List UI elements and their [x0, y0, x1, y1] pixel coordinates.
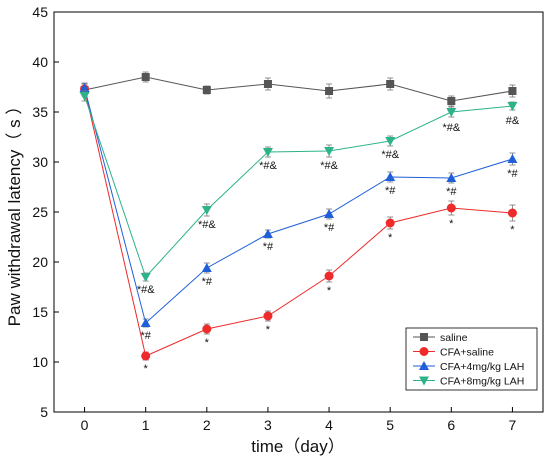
x-tick-label: 4	[325, 417, 333, 433]
data-point	[263, 311, 273, 321]
data-point	[202, 324, 212, 334]
data-point	[507, 208, 517, 218]
data-point	[325, 87, 334, 95]
significance-label: *	[449, 218, 454, 230]
series-cfa-8mg-kg-lah	[79, 90, 518, 282]
legend-label: CFA+4mg/kg LAH	[440, 361, 524, 373]
significance-label: *#	[263, 241, 274, 253]
series-line	[84, 76, 513, 102]
series-layer	[79, 71, 518, 361]
x-tick-label: 7	[509, 417, 517, 433]
data-point	[263, 80, 272, 88]
data-point	[446, 108, 457, 117]
significance-label: *#&	[381, 149, 399, 161]
y-tick-label: 40	[32, 54, 48, 70]
data-point	[141, 351, 151, 361]
data-point	[446, 203, 456, 213]
significance-label: *#	[324, 222, 335, 234]
x-tick-label: 0	[81, 417, 89, 433]
legend-label: saline	[440, 332, 468, 344]
y-tick-label: 30	[32, 154, 48, 170]
significance-label: *	[327, 285, 332, 297]
annotation-layer: * * * * * * * *# *# *# *# *# *# *# *#& *#& *#& *#& *#& *#& #…	[137, 115, 520, 375]
x-axis-title: time（day）	[251, 437, 345, 456]
y-tick-label: 10	[32, 354, 48, 370]
data-point	[79, 83, 90, 92]
y-axis-title: Paw withdrawal latency（ s ）	[5, 98, 24, 327]
data-point	[79, 92, 90, 101]
y-tick-label: 45	[32, 4, 48, 20]
significance-label: *	[144, 363, 149, 375]
data-point	[446, 173, 457, 182]
x-tick-label: 6	[447, 417, 455, 433]
legend-label: CFA+8mg/kg LAH	[440, 376, 524, 388]
data-point	[201, 206, 212, 215]
x-tick-label: 1	[142, 417, 150, 433]
data-point	[141, 73, 150, 81]
y-tick-label: 20	[32, 254, 48, 270]
data-point	[507, 102, 518, 111]
significance-label: *#&	[198, 219, 216, 231]
y-tick-label: 35	[32, 104, 48, 120]
legend-marker	[419, 376, 429, 386]
significance-label: *#&	[442, 122, 460, 134]
significance-label: *	[205, 337, 210, 349]
legend-marker	[419, 347, 429, 356]
data-point	[324, 271, 334, 281]
data-point	[324, 147, 335, 156]
y-tick-label: 25	[32, 204, 48, 220]
series-cfa-4mg-kg-lah	[79, 82, 518, 328]
data-point	[385, 137, 396, 146]
data-point	[202, 86, 211, 94]
significance-label: #&	[506, 115, 520, 127]
data-point	[262, 148, 273, 157]
legend: saline CFA+saline CFA+4mg/kg LAH CFA+8mg/kg…	[405, 327, 538, 391]
significance-label: *	[510, 224, 515, 236]
data-point	[508, 87, 517, 95]
data-point	[262, 229, 273, 238]
data-point	[140, 273, 151, 282]
y-tick-label: 5	[40, 404, 48, 420]
significance-label: *#	[507, 168, 518, 180]
significance-label: *#&	[137, 284, 155, 296]
legend-items: saline CFA+saline CFA+4mg/kg LAH CFA+8mg/kg…	[413, 332, 524, 388]
legend-label: CFA+saline	[440, 347, 494, 359]
significance-label: *#	[202, 276, 213, 288]
significance-label: *#	[140, 330, 151, 342]
significance-label: *#	[446, 186, 457, 198]
data-point	[324, 209, 335, 218]
x-tick-label: 2	[203, 417, 211, 433]
significance-label: *#	[385, 185, 396, 197]
series-saline	[80, 71, 517, 107]
data-point	[507, 154, 518, 163]
significance-label: *	[388, 232, 393, 244]
data-point	[201, 263, 212, 272]
legend-marker	[419, 361, 429, 370]
significance-label: *#&	[259, 160, 277, 172]
legend-marker	[420, 333, 428, 341]
data-point	[385, 218, 395, 228]
series-line	[84, 95, 513, 278]
significance-label: *#&	[320, 160, 338, 172]
x-tick-label: 3	[264, 417, 272, 433]
y-tick-label: 15	[32, 304, 48, 320]
series-cfa-saline	[80, 83, 517, 361]
series-line	[84, 88, 513, 357]
series-line	[84, 87, 513, 324]
x-tick-label: 5	[386, 417, 394, 433]
significance-label: *	[266, 324, 271, 336]
data-point	[447, 97, 456, 105]
data-point	[140, 318, 151, 327]
data-point	[386, 80, 395, 88]
data-point	[385, 172, 396, 181]
